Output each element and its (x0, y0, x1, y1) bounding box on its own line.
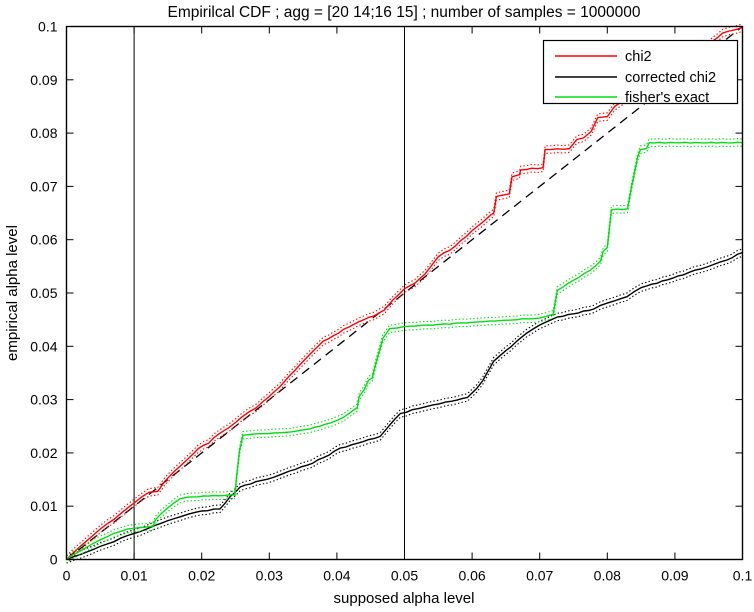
y-tick-label: 0.03 (30, 392, 57, 408)
x-tick-label: 0.07 (526, 568, 553, 584)
y-tick-label: 0.02 (30, 445, 57, 461)
x-axis-label: supposed alpha level (334, 590, 475, 607)
series-corrected-chi2-lower-bound (66, 255, 743, 564)
x-tick-label: 0.04 (323, 568, 350, 584)
legend-label-corrected-chi2: corrected chi2 (625, 70, 716, 86)
series-corrected-chi2-upper-bound (66, 248, 743, 557)
y-tick-label: 0.1 (38, 19, 58, 35)
plot-title: Empirilcal CDF ; agg = [20 14;16 15] ; n… (167, 4, 640, 21)
y-tick-label: 0.09 (30, 72, 57, 88)
x-tick-label: 0.09 (661, 568, 688, 584)
x-tick-label: 0 (63, 568, 71, 584)
x-tick-label: 0.06 (458, 568, 485, 584)
series-corrected-chi2-line (66, 251, 743, 561)
x-tick-label: 0.05 (391, 568, 418, 584)
y-tick-label: 0.06 (30, 232, 57, 248)
x-tick-label: 0.03 (256, 568, 283, 584)
y-tick-label: 0.05 (30, 285, 57, 301)
legend[interactable]: chi2 corrected chi2 fisher's exact (542, 39, 739, 107)
series-chi2-lower-bound (66, 30, 743, 564)
x-tick-label: 0.01 (120, 568, 147, 584)
x-tick-label: 0.1 (733, 568, 753, 584)
legend-box[interactable] (542, 39, 739, 105)
series-chi2-upper-bound (66, 23, 743, 557)
x-tick-label: 0.02 (188, 568, 215, 584)
y-tick-label: 0.01 (30, 498, 57, 514)
y-tick-label: 0.07 (30, 178, 57, 194)
plot-border (65, 25, 744, 561)
y-tick-label: 0.04 (30, 338, 57, 354)
y-tick-label: 0 (50, 552, 58, 568)
legend-label-fishers-exact: fisher's exact (625, 90, 709, 106)
y-axis-label: empirical alpha level (4, 225, 21, 361)
legend-label-chi2: chi2 (625, 49, 652, 65)
y-tick-label: 0.08 (30, 125, 57, 141)
series-fisher-s-exact-line (66, 141, 743, 561)
x-tick-label: 0.08 (594, 568, 621, 584)
